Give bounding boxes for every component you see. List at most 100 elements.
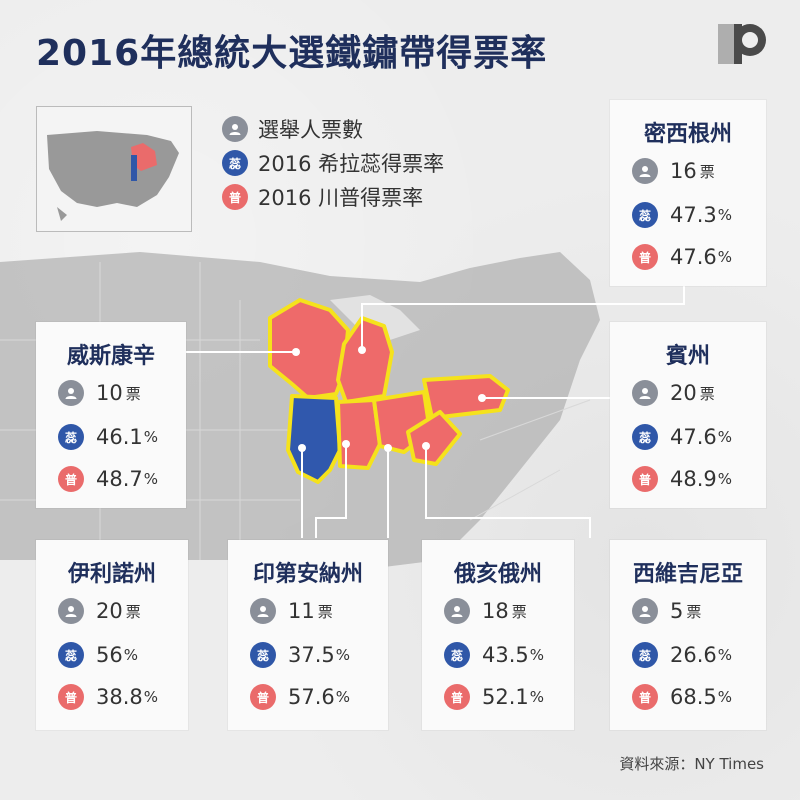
clinton-share-value: 47.3 (670, 203, 717, 227)
person-icon (632, 158, 658, 184)
card-pennsylvania: 賓州 20 票蕊 47.6% 普 48.9% (610, 322, 766, 508)
clinton-share-value: 43.5 (482, 643, 529, 667)
card-michigan: 密西根州 16 票蕊 47.3% 普 47.6% (610, 100, 766, 286)
card-wisconsin: 威斯康辛 10 票蕊 46.1% 普 48.7% (36, 322, 186, 508)
trump-row: 普 57.6% (250, 684, 350, 710)
legend-clinton: 蕊 2016 希拉蕊得票率 (222, 146, 444, 180)
trump-share-value: 68.5 (670, 685, 717, 709)
electoral-votes-value: 11 (288, 599, 315, 623)
card-indiana: 印第安納州 11 票蕊 37.5% 普 57.6% (228, 540, 388, 730)
trump-share-value: 48.7 (96, 467, 143, 491)
card-illinois: 伊利諾州 20 票蕊 56% 普 38.8% (36, 540, 188, 730)
leader-dots (292, 346, 486, 452)
percent-sign: % (717, 206, 733, 224)
indiana-shape (336, 398, 382, 470)
trump-share-value: 38.8 (96, 685, 143, 709)
west-virginia-leader (425, 446, 591, 538)
clinton-badge: 蕊 (444, 642, 470, 668)
trump-badge: 普 (632, 466, 658, 492)
clinton-row: 蕊 47.6% (632, 424, 732, 450)
clinton-row: 蕊 43.5% (444, 642, 544, 668)
electoral-votes-value: 20 (670, 381, 697, 405)
percent-sign: % (717, 646, 733, 664)
clinton-share-value: 26.6 (670, 643, 717, 667)
legend-clinton-label: 2016 希拉蕊得票率 (258, 152, 445, 176)
trump-share-value: 57.6 (288, 685, 335, 709)
legend-electoral-votes: 選舉人票數 (222, 112, 444, 146)
p-logo-icon (718, 24, 766, 64)
votes-unit: 票 (511, 602, 527, 621)
clinton-row: 蕊 26.6% (632, 642, 732, 668)
clinton-share-value: 56 (96, 643, 123, 667)
state-name: 西維吉尼亞 (632, 562, 743, 587)
legend-electoral-votes-label: 選舉人票數 (258, 118, 363, 142)
person-icon (632, 380, 658, 406)
votes-row: 20 票 (632, 380, 715, 406)
clinton-badge: 蕊 (222, 150, 248, 176)
trump-row: 普 38.8% (58, 684, 158, 710)
card-ohio: 俄亥俄州 18 票蕊 43.5% 普 52.1% (422, 540, 574, 730)
person-icon (632, 598, 658, 624)
trump-share-value: 52.1 (482, 685, 529, 709)
trump-badge: 普 (58, 466, 84, 492)
state-name: 伊利諾州 (67, 562, 156, 587)
card-west-virginia: 西維吉尼亞 5 票蕊 26.6% 普 68.5% (610, 540, 766, 730)
clinton-share-value: 37.5 (288, 643, 335, 667)
electoral-votes-value: 5 (670, 599, 684, 623)
clinton-badge: 蕊 (58, 642, 84, 668)
pennsylvania-shape (422, 374, 510, 420)
trump-share-value: 48.9 (670, 467, 717, 491)
trump-share-value: 47.6 (670, 245, 717, 269)
votes-unit: 票 (317, 602, 333, 621)
trump-badge: 普 (250, 684, 276, 710)
clinton-badge: 蕊 (250, 642, 276, 668)
electoral-votes-value: 18 (482, 599, 509, 623)
percent-sign: % (717, 428, 733, 446)
percent-sign: % (529, 688, 545, 706)
illinois-shape (286, 394, 342, 484)
votes-row: 10 票 (58, 380, 141, 406)
state-name: 印第安納州 (252, 562, 363, 587)
trump-badge: 普 (632, 244, 658, 270)
person-icon (58, 598, 84, 624)
percent-sign: % (143, 470, 159, 488)
clinton-badge: 蕊 (632, 424, 658, 450)
trump-row: 普 47.6% (632, 244, 732, 270)
percent-sign: % (529, 646, 545, 664)
votes-row: 20 票 (58, 598, 141, 624)
trump-badge: 普 (632, 684, 658, 710)
votes-row: 16 票 (632, 158, 715, 184)
trump-row: 普 68.5% (632, 684, 732, 710)
indiana-leader (315, 444, 347, 538)
mini-us-map (36, 106, 192, 232)
votes-unit: 票 (125, 602, 141, 621)
person-icon (444, 598, 470, 624)
person-icon (58, 380, 84, 406)
clinton-share-value: 47.6 (670, 425, 717, 449)
source-note: 資料來源：NY Times (619, 755, 764, 773)
trump-row: 普 48.7% (58, 466, 158, 492)
michigan-leader (361, 286, 685, 350)
clinton-row: 蕊 47.3% (632, 202, 732, 228)
clinton-share-value: 46.1 (96, 425, 143, 449)
legend: 選舉人票數 蕊 2016 希拉蕊得票率 普 2016 川普得票率 (222, 112, 444, 214)
trump-row: 普 48.9% (632, 466, 732, 492)
electoral-votes-value: 16 (670, 159, 697, 183)
votes-unit: 票 (686, 602, 702, 621)
clinton-row: 蕊 56% (58, 642, 138, 668)
percent-sign: % (143, 428, 159, 446)
percent-sign: % (335, 688, 351, 706)
percent-sign: % (717, 248, 733, 266)
clinton-row: 蕊 37.5% (250, 642, 350, 668)
clinton-badge: 蕊 (632, 202, 658, 228)
percent-sign: % (143, 688, 159, 706)
page-title: 2016年總統大選鐵鏽帶得票率 (36, 33, 548, 74)
votes-unit: 票 (699, 162, 715, 181)
person-icon (250, 598, 276, 624)
percent-sign: % (123, 646, 138, 664)
votes-row: 18 票 (444, 598, 527, 624)
west-virginia-shape (406, 410, 462, 466)
mini-us-map-shape (47, 131, 179, 221)
state-name: 密西根州 (643, 122, 732, 147)
percent-sign: % (717, 470, 733, 488)
